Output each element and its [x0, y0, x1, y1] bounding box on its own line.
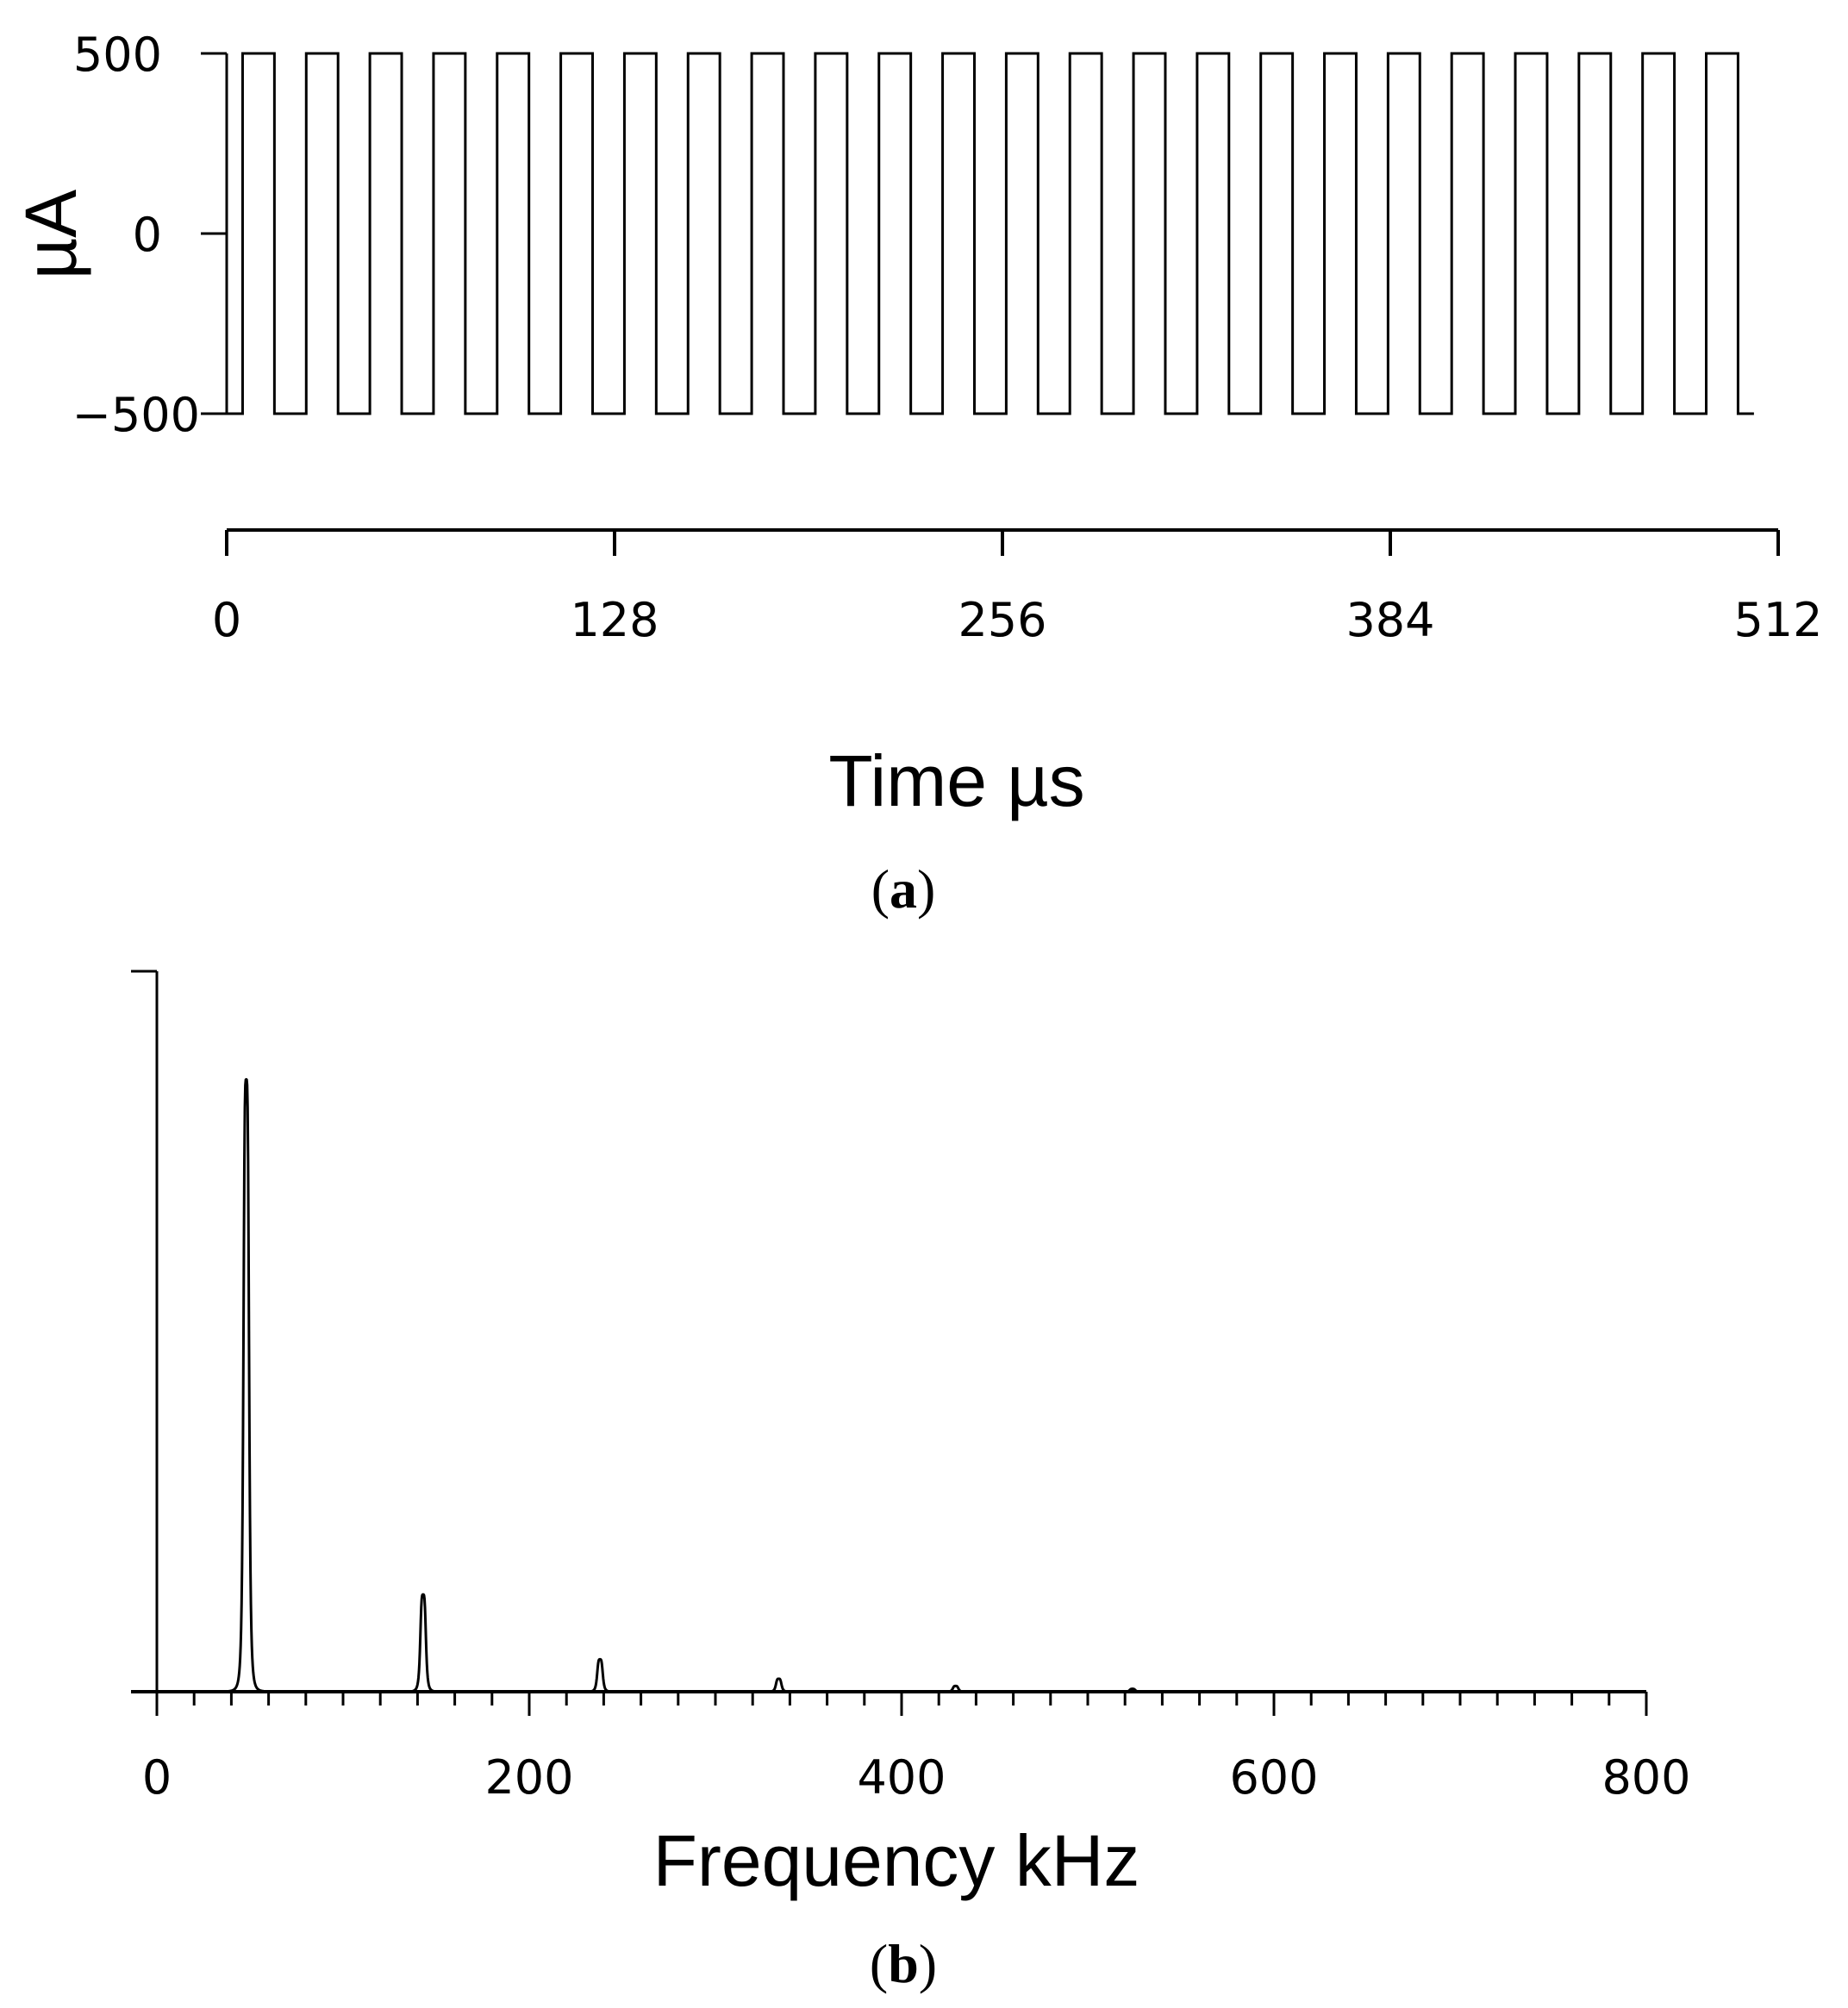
panel-a-label: (a): [871, 858, 936, 920]
panel-b-x-tick-label: 0: [142, 1750, 172, 1805]
panel-a-y-ticks: [201, 52, 227, 415]
panel-b-x-tick-label: 200: [484, 1750, 573, 1805]
panel-b-spectrum-series: [156, 1077, 1647, 1693]
panel-a-y-tick-label: −500: [72, 388, 200, 442]
panel-a-x-tick-label: 0: [212, 593, 241, 647]
panel-a-y-tick-label: 0: [133, 208, 162, 262]
panel-b-x-axis-title: Frequency kHz: [653, 1820, 1140, 1901]
panel-a-y-axis-title: µA: [10, 190, 91, 279]
panel-b-x-tick-label: 400: [857, 1750, 946, 1805]
panel-a-y-tick-label: 500: [73, 28, 162, 82]
panel-a-x-tick-label: 128: [570, 593, 659, 647]
panel-a-x-tick-label: 384: [1345, 593, 1434, 647]
panel-a-x-ticks: [225, 530, 1780, 556]
panel-b-label: (b): [870, 1933, 937, 1994]
panel-a-x-axis-title: Time µs: [828, 740, 1084, 821]
panel-b-frequency-domain: 0 200 400 600 800 Frequency kHz (b): [131, 970, 1691, 1994]
panel-a-x-tick-label: 256: [958, 593, 1046, 647]
panel-b-x-tick-label: 600: [1229, 1750, 1318, 1805]
panel-b-x-tick-label: 800: [1601, 1750, 1690, 1805]
panel-a-time-domain: 500 0 −500 µA 0 128 256 384 512 Time µs …: [10, 28, 1823, 920]
panel-b-x-ticks: [155, 1692, 1648, 1716]
panel-a-x-tick-label: 512: [1733, 593, 1822, 647]
panel-a-square-wave-series: [227, 52, 1754, 415]
